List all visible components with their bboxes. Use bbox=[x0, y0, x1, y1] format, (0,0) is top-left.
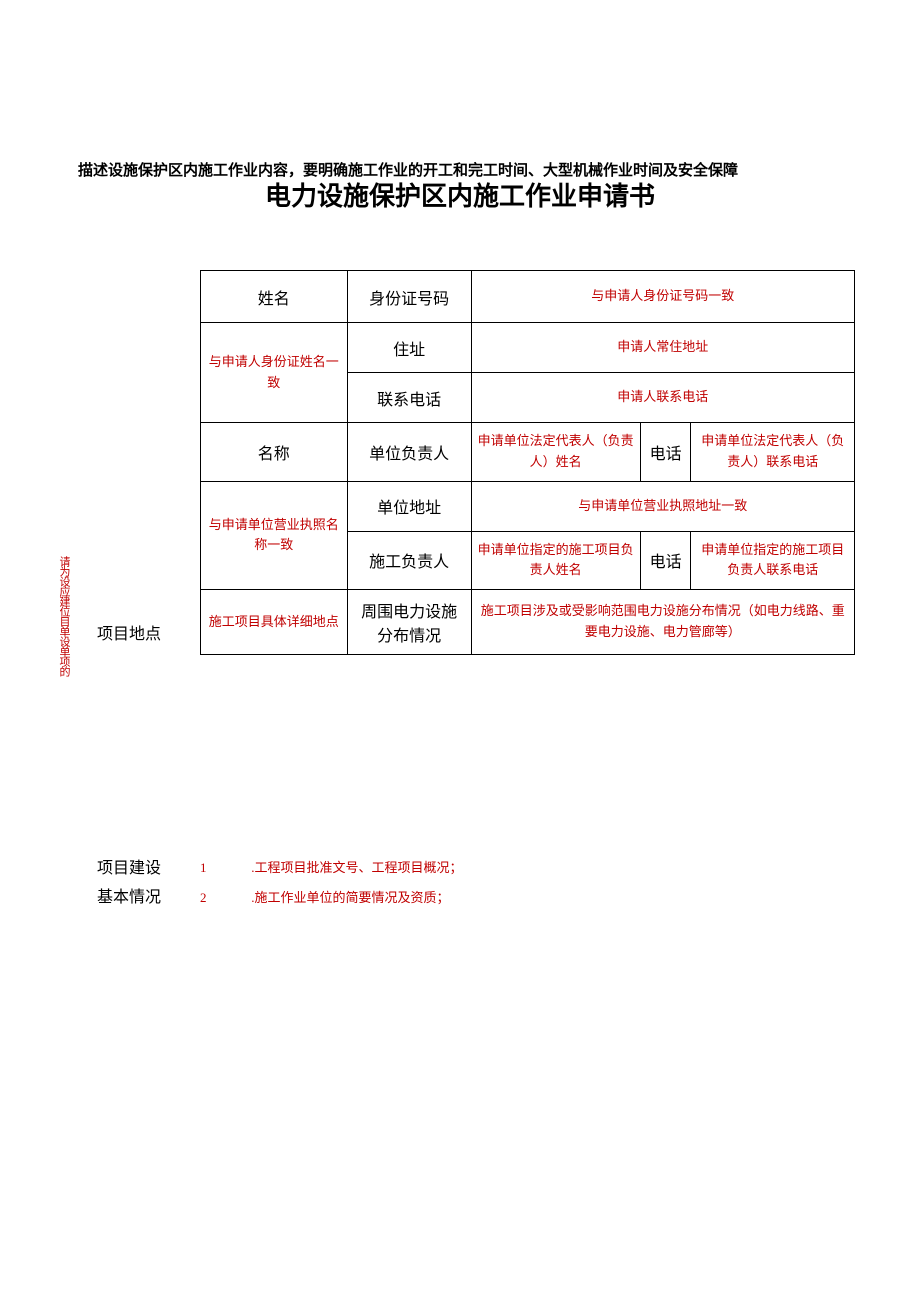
cell-id-label: 身份证号码 bbox=[347, 271, 471, 323]
cell-name-label: 姓名 bbox=[201, 271, 348, 323]
cell-org-name-label: 名称 bbox=[201, 423, 348, 482]
table-row: 名称 单位负责人 申请单位法定代表人（负责人）姓名 电话 申请单位法定代表人（负… bbox=[201, 423, 855, 482]
table-row: 与申请人身份证姓名一致 住址 申请人常住地址 bbox=[201, 323, 855, 373]
table-row: 与申请单位营业执照名称一致 单位地址 与申请单位营业执照地址一致 bbox=[201, 481, 855, 531]
cell-construction-leader-label: 施工负责人 bbox=[347, 531, 471, 590]
cell-power-facility-value: 施工项目涉及或受影响范围电力设施分布情况（如电力线路、重要电力设施、电力管廊等） bbox=[471, 590, 854, 655]
application-table: 姓名 身份证号码 与申请人身份证号码一致 与申请人身份证姓名一致 住址 申请人常… bbox=[200, 270, 855, 655]
cell-org-license-name: 与申请单位营业执照名称一致 bbox=[201, 481, 348, 590]
document-title: 电力设施保护区内施工作业申请书 bbox=[0, 176, 920, 213]
basic-info-label: 项目建设 基本情况 bbox=[97, 855, 161, 913]
cell-org-leader-value: 申请单位法定代表人（负责人）姓名 bbox=[471, 423, 640, 482]
cell-applicant-name: 与申请人身份证姓名一致 bbox=[201, 323, 348, 423]
cell-org-address-value: 与申请单位营业执照地址一致 bbox=[471, 481, 854, 531]
cell-org-address-label: 单位地址 bbox=[347, 481, 471, 531]
cell-power-facility-label: 周围电力设施分布情况 bbox=[347, 590, 471, 655]
cell-id-value: 与申请人身份证号码一致 bbox=[471, 271, 854, 323]
cell-address-value: 申请人常住地址 bbox=[471, 323, 854, 373]
basic-info-list: 1 .工程项目批准文号、工程项目概况； 2 .施工作业单位的简要情况及资质； bbox=[200, 855, 463, 915]
side-vertical-label: 请为设应建位目单设单项的 bbox=[42, 556, 70, 676]
cell-org-phone-label: 电话 bbox=[640, 423, 691, 482]
cell-construction-leader-value: 申请单位指定的施工项目负责人姓名 bbox=[471, 531, 640, 590]
cell-org-leader-label: 单位负责人 bbox=[347, 423, 471, 482]
item-text: .工程项目批准文号、工程项目概况； bbox=[251, 860, 462, 875]
cell-phone-value: 申请人联系电话 bbox=[471, 373, 854, 423]
cell-org-phone-value: 申请单位法定代表人（负责人）联系电话 bbox=[691, 423, 855, 482]
cell-address-label: 住址 bbox=[347, 323, 471, 373]
list-item: 2 .施工作业单位的简要情况及资质； bbox=[200, 885, 463, 911]
cell-construction-phone-label: 电话 bbox=[640, 531, 691, 590]
table-row: 姓名 身份证号码 与申请人身份证号码一致 bbox=[201, 271, 855, 323]
cell-project-location-value: 施工项目具体详细地点 bbox=[201, 590, 348, 655]
item-number: 2 bbox=[200, 885, 248, 911]
table-row: 施工项目具体详细地点 周围电力设施分布情况 施工项目涉及或受影响范围电力设施分布… bbox=[201, 590, 855, 655]
project-location-label: 项目地点 bbox=[97, 620, 161, 644]
basic-info-label-line1: 项目建设 bbox=[97, 860, 161, 877]
item-number: 1 bbox=[200, 855, 248, 881]
basic-info-label-line2: 基本情况 bbox=[97, 889, 161, 906]
cell-construction-phone-value: 申请单位指定的施工项目负责人联系电话 bbox=[691, 531, 855, 590]
list-item: 1 .工程项目批准文号、工程项目概况； bbox=[200, 855, 463, 881]
item-text: .施工作业单位的简要情况及资质； bbox=[251, 890, 449, 905]
cell-phone-label: 联系电话 bbox=[347, 373, 471, 423]
